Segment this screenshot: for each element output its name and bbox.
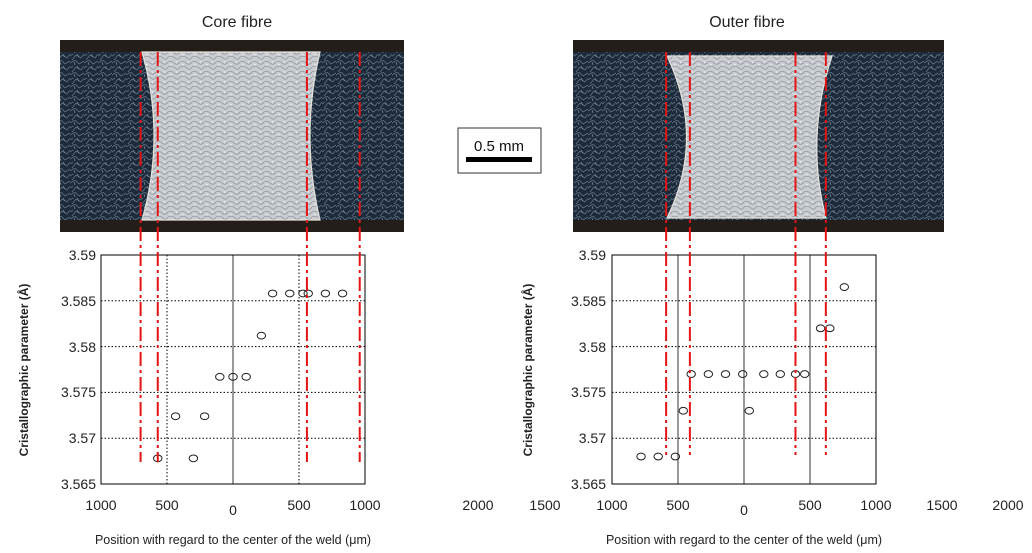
data-point bbox=[825, 324, 835, 333]
scale-bar: 0.5 mm bbox=[457, 127, 542, 174]
data-point bbox=[241, 372, 251, 381]
plot-area-core bbox=[100, 254, 366, 485]
x-tick-label: 500 bbox=[798, 497, 822, 513]
x-tick-label: 0 bbox=[229, 502, 237, 518]
data-point bbox=[670, 452, 681, 461]
micrograph-core bbox=[60, 40, 404, 232]
data-point bbox=[703, 370, 714, 378]
data-point bbox=[800, 370, 810, 378]
x-axis-label-core: Position with regard to the center of th… bbox=[95, 533, 371, 547]
y-tick-label: 3.575 bbox=[571, 384, 606, 400]
data-point bbox=[320, 289, 331, 298]
plot-area-outer bbox=[611, 254, 877, 485]
data-point bbox=[337, 289, 348, 298]
data-point bbox=[228, 372, 238, 381]
x-tick-label: 1000 bbox=[349, 497, 380, 513]
data-point bbox=[256, 331, 267, 340]
x-tick-label: 0 bbox=[740, 502, 748, 518]
x-tick-label: 1000 bbox=[860, 497, 891, 513]
y-ticks-outer: 3.59 3.585 3.58 3.575 3.57 3.565 bbox=[571, 247, 606, 492]
y-tick-label: 3.59 bbox=[579, 247, 606, 263]
data-point bbox=[720, 370, 731, 378]
x-tick-label: 1000 bbox=[85, 497, 116, 513]
x-tick-label: 1500 bbox=[529, 497, 560, 513]
data-point bbox=[653, 452, 663, 461]
y-tick-label: 3.585 bbox=[61, 293, 96, 309]
data-point bbox=[759, 370, 769, 378]
y-tick-label: 3.57 bbox=[579, 430, 606, 446]
y-axis-label-outer: Cristallographic parameter (Å) bbox=[520, 284, 535, 457]
x-tick-label: 500 bbox=[155, 497, 179, 513]
x-tick-label: 1000 bbox=[596, 497, 627, 513]
boundary-lines-outer bbox=[665, 52, 827, 455]
y-axis-label-core: Cristallographic parameter (Å) bbox=[16, 284, 31, 457]
data-point bbox=[188, 454, 199, 463]
data-point bbox=[298, 289, 308, 298]
data-point bbox=[737, 370, 748, 378]
x-tick-label: 500 bbox=[666, 497, 690, 513]
x-axis-label-outer: Position with regard to the center of th… bbox=[606, 533, 882, 547]
x-tick-label: 500 bbox=[287, 497, 311, 513]
data-point bbox=[678, 406, 688, 415]
y-tick-label: 3.57 bbox=[69, 430, 96, 446]
micrograph-outer bbox=[573, 40, 944, 232]
title-core: Core fibre bbox=[202, 14, 272, 31]
data-point bbox=[636, 452, 646, 461]
y-tick-label: 3.58 bbox=[579, 339, 606, 355]
x-ticks-core: 1000 500 0 500 1000 bbox=[85, 497, 380, 518]
y-ticks-core: 3.59 3.585 3.58 3.575 3.57 3.565 bbox=[61, 247, 96, 492]
data-point bbox=[170, 412, 181, 421]
data-point bbox=[199, 412, 210, 421]
data-point bbox=[267, 289, 278, 298]
x-ticks-outer: 2000 1500 1000 500 0 500 1000 1500 2000 bbox=[462, 497, 1023, 518]
y-tick-label: 3.59 bbox=[69, 247, 96, 263]
y-tick-label: 3.565 bbox=[571, 476, 606, 492]
y-tick-label: 3.58 bbox=[69, 339, 96, 355]
x-tick-label: 2000 bbox=[462, 497, 493, 513]
title-outer: Outer fibre bbox=[709, 14, 785, 31]
data-point bbox=[215, 372, 225, 381]
data-point bbox=[285, 289, 295, 298]
markers-outer bbox=[636, 283, 850, 461]
x-tick-label: 1500 bbox=[926, 497, 957, 513]
y-tick-label: 3.565 bbox=[61, 476, 96, 492]
data-point bbox=[815, 324, 826, 333]
y-tick-label: 3.585 bbox=[571, 293, 606, 309]
data-point bbox=[775, 370, 785, 378]
scale-bar-label: 0.5 mm bbox=[474, 138, 524, 155]
y-tick-label: 3.575 bbox=[61, 384, 96, 400]
data-point bbox=[686, 370, 696, 378]
boundary-lines-core bbox=[139, 52, 361, 462]
data-point bbox=[303, 289, 313, 298]
x-tick-label: 2000 bbox=[992, 497, 1023, 513]
markers-core bbox=[153, 289, 348, 463]
data-point bbox=[744, 406, 754, 415]
data-point bbox=[839, 283, 850, 291]
